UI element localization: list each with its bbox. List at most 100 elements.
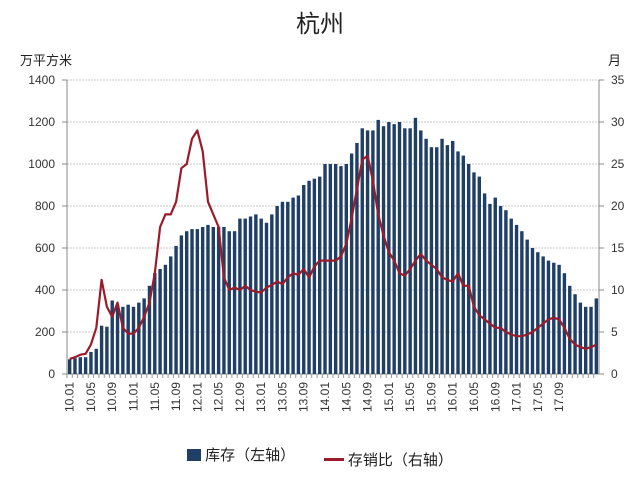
bar bbox=[184, 231, 189, 374]
x-axis-tick: 15.09 bbox=[424, 382, 438, 412]
x-axis-tick: 13.09 bbox=[297, 382, 311, 412]
bar bbox=[344, 164, 349, 374]
bar bbox=[286, 201, 290, 374]
x-axis-tick: 11.05 bbox=[148, 382, 162, 411]
bar bbox=[89, 351, 93, 374]
bar bbox=[536, 252, 540, 374]
right-axis-tick: 30 bbox=[611, 115, 625, 129]
bar bbox=[589, 306, 593, 374]
bar bbox=[302, 185, 306, 374]
bar bbox=[562, 273, 567, 374]
left-axis-tick: 0 bbox=[48, 367, 55, 381]
x-axis-tick: 17.09 bbox=[552, 382, 566, 412]
bar bbox=[509, 218, 513, 374]
bar bbox=[477, 176, 482, 374]
bar bbox=[99, 325, 104, 374]
bar bbox=[546, 260, 551, 374]
bar bbox=[126, 304, 130, 374]
bar bbox=[259, 218, 263, 374]
bar bbox=[488, 203, 492, 374]
bar bbox=[339, 166, 343, 374]
bar bbox=[498, 206, 503, 374]
x-axis-tick: 12.01 bbox=[190, 382, 204, 412]
bar bbox=[216, 227, 221, 374]
bar bbox=[238, 218, 242, 374]
x-axis-tick: 14.05 bbox=[339, 382, 353, 412]
left-axis-tick: 1200 bbox=[28, 115, 55, 129]
bar bbox=[163, 264, 168, 374]
bar bbox=[317, 176, 322, 374]
bar bbox=[419, 130, 423, 374]
bar bbox=[211, 227, 216, 374]
bar bbox=[360, 128, 364, 374]
bar bbox=[296, 195, 301, 374]
bar bbox=[158, 269, 162, 374]
bar bbox=[520, 231, 524, 374]
bar bbox=[472, 172, 476, 374]
bar bbox=[222, 227, 226, 374]
bar bbox=[200, 227, 205, 374]
bar bbox=[264, 222, 269, 374]
bar bbox=[323, 164, 327, 374]
left-axis-tick: 400 bbox=[35, 283, 55, 297]
x-axis-tick: 15.05 bbox=[403, 382, 417, 412]
bar bbox=[73, 358, 77, 374]
bar bbox=[333, 164, 338, 374]
right-axis-tick: 25 bbox=[611, 157, 625, 171]
bar bbox=[291, 197, 295, 374]
bar bbox=[429, 147, 434, 374]
bar bbox=[440, 138, 444, 374]
x-axis-tick: 17.05 bbox=[531, 382, 545, 412]
bar bbox=[387, 122, 391, 374]
bar bbox=[243, 218, 247, 374]
bar bbox=[206, 224, 210, 374]
bar bbox=[110, 300, 114, 374]
left-axis-tick: 200 bbox=[35, 325, 55, 339]
right-axis-tick: 35 bbox=[611, 73, 625, 87]
bar bbox=[254, 214, 258, 374]
x-axis-tick: 16.05 bbox=[467, 382, 481, 412]
chart-plot-area: 0 200 400 600 800 1000 1200 1400 0 5 10 15 20 25 30 35 1… bbox=[28, 73, 625, 412]
legend-label-ratio: 存销比（右轴） bbox=[347, 450, 453, 469]
bar bbox=[397, 122, 402, 374]
left-axis-tick: 600 bbox=[35, 241, 55, 255]
right-axis-tick: 20 bbox=[611, 199, 625, 213]
x-axis-tick: 16.09 bbox=[488, 382, 502, 412]
bar bbox=[121, 306, 125, 374]
bar bbox=[482, 193, 487, 374]
legend-item-ratio: 存销比（右轴） bbox=[323, 449, 453, 470]
bar bbox=[530, 248, 535, 374]
chart-title: 杭州 bbox=[296, 10, 344, 38]
bar bbox=[466, 164, 471, 374]
bar bbox=[190, 229, 194, 374]
bar bbox=[573, 294, 577, 374]
bar bbox=[493, 197, 497, 374]
right-axis-tick: 5 bbox=[611, 325, 618, 339]
bar bbox=[328, 164, 333, 374]
bar bbox=[413, 117, 418, 375]
bar bbox=[435, 147, 439, 374]
x-axis-tick: 12.09 bbox=[233, 382, 247, 412]
bar-swatch-icon bbox=[187, 448, 202, 461]
bar bbox=[568, 285, 572, 374]
bar bbox=[349, 153, 354, 374]
x-axis-tick: 10.09 bbox=[105, 382, 119, 412]
right-axis-tick: 10 bbox=[611, 283, 625, 297]
bar bbox=[594, 298, 599, 374]
right-axis-tick: 15 bbox=[611, 241, 625, 255]
right-axis-unit-label: 月 bbox=[608, 54, 622, 69]
bar bbox=[578, 302, 583, 374]
bar bbox=[147, 285, 152, 374]
line-series-ratio bbox=[69, 129, 597, 360]
x-axis-tick: 17.01 bbox=[510, 382, 524, 412]
legend-label-inventory: 库存（左轴） bbox=[205, 446, 296, 464]
bar bbox=[461, 155, 466, 374]
bar bbox=[424, 138, 428, 374]
bar bbox=[450, 140, 455, 374]
bar bbox=[408, 128, 412, 374]
bar bbox=[78, 357, 83, 374]
x-axis-tick: 10.01 bbox=[63, 382, 77, 412]
bar bbox=[583, 306, 588, 374]
bar bbox=[195, 229, 200, 374]
bar bbox=[381, 126, 386, 374]
